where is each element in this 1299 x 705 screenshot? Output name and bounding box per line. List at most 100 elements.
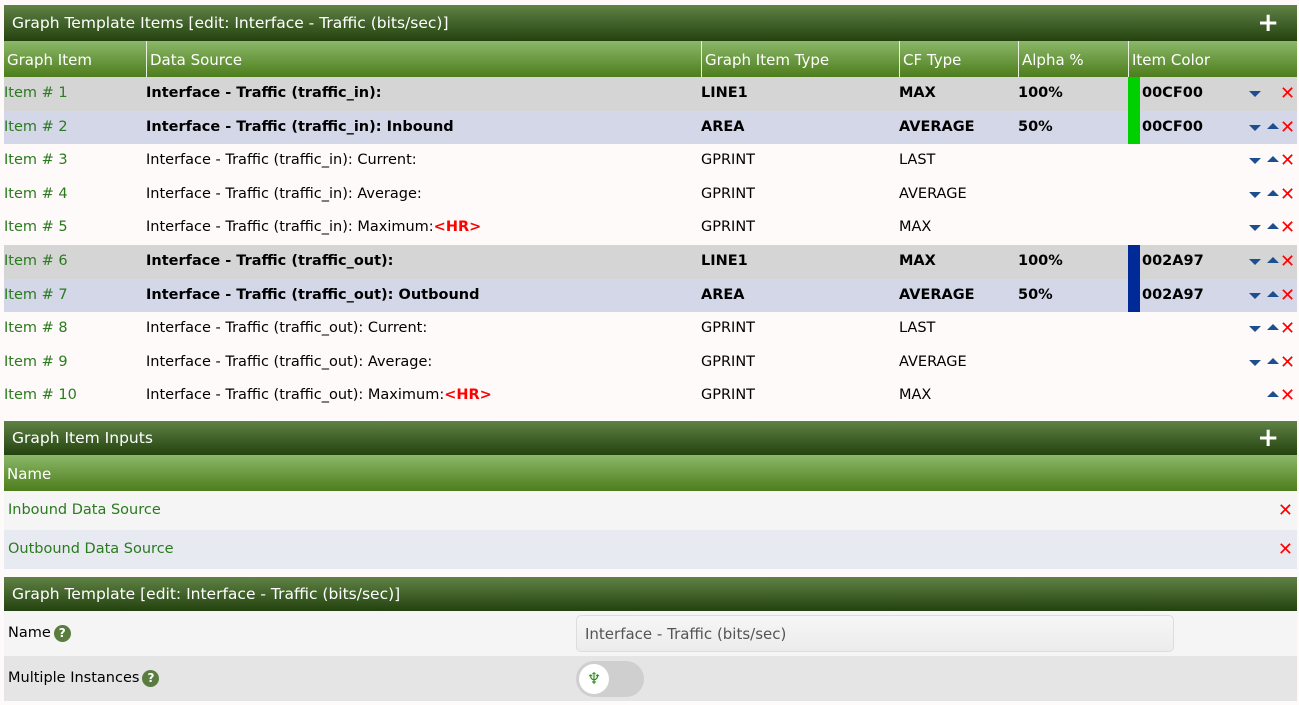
add-item-plus-icon[interactable]: + [1257,8,1279,38]
column-header-name: Name [4,455,1297,491]
cf-type: MAX [899,387,932,404]
table-row: Item # 7 Interface - Traffic (traffic_out… [4,278,1297,313]
x-icon[interactable]: ✕ [1280,351,1296,373]
data-source: Interface - Traffic (traffic_out): [146,245,393,279]
row-actions: ✕ [1247,211,1297,245]
triangle-up-icon[interactable] [1267,122,1279,129]
triangle-down-icon[interactable] [1249,359,1261,366]
triangle-down-icon[interactable] [1249,292,1261,299]
item-type: LINE1 [701,252,748,269]
x-icon[interactable]: ✕ [1280,284,1296,306]
color-swatch [1128,244,1140,279]
name-input[interactable] [576,615,1174,652]
cf-type: MAX [899,85,936,101]
table-row: Item # 4 Interface - Traffic (traffic_in)… [4,178,1297,212]
triangle-down-icon[interactable] [1249,191,1261,198]
graph-template-section: Graph Template [edit: Interface - Traffi… [4,577,1297,701]
help-icon[interactable]: ? [53,624,71,642]
row-actions: ✕ [1247,77,1297,111]
source-text: Interface - Traffic (traffic_in): Averag… [146,185,422,202]
cf-type: LAST [899,320,936,337]
data-source: Interface - Traffic (traffic_in): [146,77,382,111]
item-link[interactable]: Item # 6 [4,252,68,269]
source-text: Interface - Traffic (traffic_in): Curren… [146,152,417,169]
triangle-down-icon[interactable] [1249,225,1261,232]
input-link[interactable]: Inbound Data Source [8,502,161,518]
triangle-down-icon[interactable] [1249,326,1261,333]
cf-type: AVERAGE [899,353,967,370]
multiple-instances-toggle[interactable]: ♆ [576,661,644,697]
column-header: Data Source [146,41,242,77]
data-source: Interface - Traffic (traffic_in): Averag… [146,178,422,212]
source-text: Interface - Traffic (traffic_in): Inboun… [146,118,454,135]
triangle-down-icon[interactable] [1249,258,1261,265]
section-header: Graph Template [edit: Interface - Traffi… [4,577,1297,611]
data-source: Interface - Traffic (traffic_out): Maxim… [146,379,492,413]
triangle-up-icon[interactable] [1267,256,1279,263]
item-link[interactable]: Item # 7 [4,286,68,303]
item-link[interactable]: Item # 1 [4,85,68,101]
source-text: Interface - Traffic (traffic_out): Curre… [146,320,428,337]
name-field-row: Name? [4,611,1297,656]
item-color: 00CF00 [1142,118,1203,135]
row-actions: ✕ [1247,379,1297,413]
table-row: Item # 9 Interface - Traffic (traffic_out… [4,346,1297,380]
item-link[interactable]: Item # 2 [4,118,68,135]
x-icon[interactable]: ✕ [1280,150,1296,172]
x-icon[interactable]: ✕ [1280,318,1296,340]
triangle-up-icon[interactable] [1267,189,1279,196]
item-link[interactable]: Item # 8 [4,320,68,337]
cf-type: MAX [899,219,932,236]
item-type: AREA [701,118,745,135]
row-actions: ✕ [1247,312,1297,346]
row-actions: ✕ [1247,144,1297,178]
x-icon[interactable]: ✕ [1277,539,1293,560]
column-label: Name [7,465,52,483]
x-icon[interactable]: ✕ [1280,183,1296,205]
item-type: GPRINT [701,353,756,370]
section-title: Graph Item Inputs [12,429,153,447]
item-link[interactable]: Item # 5 [4,219,68,236]
x-icon[interactable]: ✕ [1280,217,1296,239]
input-link[interactable]: Outbound Data Source [8,541,174,557]
name-label: Name [8,625,51,641]
data-source: Interface - Traffic (traffic_in): Curren… [146,144,417,178]
item-color: 002A97 [1142,286,1204,303]
item-type: GPRINT [701,185,756,202]
x-icon[interactable]: ✕ [1280,250,1296,272]
item-link[interactable]: Item # 9 [4,353,68,370]
data-source: Interface - Traffic (traffic_in): Maximu… [146,211,481,245]
triangle-up-icon[interactable] [1267,156,1279,163]
item-link[interactable]: Item # 3 [4,152,68,169]
x-icon[interactable]: ✕ [1280,83,1296,104]
column-header: CF Type [899,41,961,77]
row-actions: ✕ [1247,111,1297,145]
triangle-up-icon[interactable] [1267,223,1279,230]
row-actions: ✕ [1247,346,1297,380]
x-icon[interactable]: ✕ [1280,116,1296,138]
item-link[interactable]: Item # 4 [4,185,68,202]
item-type: LINE1 [701,85,748,101]
item-link[interactable]: Item # 10 [4,387,77,404]
triangle-down-icon[interactable] [1249,124,1261,131]
row-actions: ✕ [1247,245,1297,279]
data-source: Interface - Traffic (traffic_out): Avera… [146,346,432,380]
triangle-up-icon[interactable] [1267,290,1279,297]
item-type: GPRINT [701,152,756,169]
data-source: Interface - Traffic (traffic_out): Outbo… [146,279,479,313]
x-icon[interactable]: ✕ [1280,385,1296,407]
cf-type: AVERAGE [899,286,975,303]
column-header: Graph Item Type [701,41,829,77]
add-input-plus-icon[interactable]: + [1257,423,1279,453]
x-icon[interactable]: ✕ [1277,500,1293,521]
triangle-down-icon[interactable] [1249,91,1261,97]
triangle-down-icon[interactable] [1249,158,1261,165]
triangle-up-icon[interactable] [1267,324,1279,331]
item-color: 002A97 [1142,252,1204,269]
alpha: 50% [1018,286,1053,303]
triangle-up-icon[interactable] [1267,391,1279,398]
triangle-up-icon[interactable] [1267,357,1279,364]
row-actions: ✕ [1247,279,1297,313]
help-icon[interactable]: ? [142,669,160,687]
section-header: Graph Item Inputs + [4,421,1297,455]
